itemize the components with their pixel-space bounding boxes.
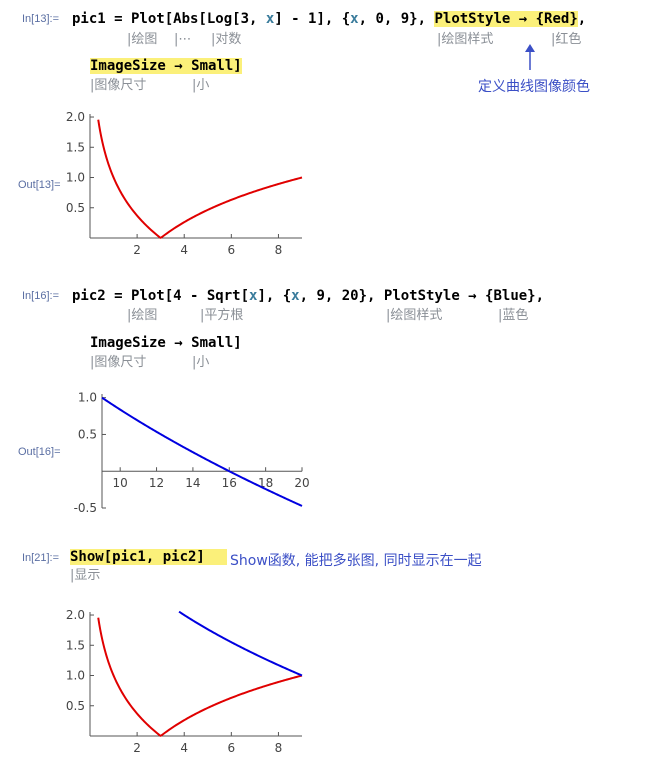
up-arrow-icon [525, 44, 535, 70]
x-tick-label: 8 [275, 243, 283, 256]
x-tick-label: 6 [228, 243, 236, 256]
plot-pic2[interactable]: 10 12 14 16 18 20-0.50.51.0 [62, 380, 312, 520]
gloss-small: |小 [192, 78, 210, 93]
input-label-21: In[21]:= [22, 552, 60, 564]
code-text: , 0, 9}, [358, 11, 435, 27]
y-tick-label: 1.0 [66, 171, 85, 185]
x-tick-label: 2 [133, 741, 141, 754]
code-line-imagesize-2[interactable]: ImageSize → Small] [90, 334, 242, 352]
x-tick-label: 16 [222, 476, 237, 490]
code-line-imagesize-1[interactable]: ImageSize → Small] [90, 57, 242, 75]
annotation-show: Show函数, 能把多张图, 同时显示在一起 [230, 553, 482, 569]
code-text: , 9, 20}, PlotStyle → {Blue}, [299, 288, 545, 304]
series-line-blue [101, 396, 303, 507]
y-tick-label: 2.0 [66, 110, 85, 124]
input-label-13: In[13]:= [22, 13, 60, 25]
y-tick-label: 1.0 [66, 669, 85, 683]
code-line-pic1[interactable]: pic1 = Plot[Abs[Log[3, x] - 1], {x, 0, 9… [72, 10, 586, 28]
code-variable: x [350, 11, 359, 27]
y-tick-label: 2.0 [66, 608, 85, 622]
code-line-show[interactable]: Show[pic1, pic2] [70, 548, 227, 566]
y-tick-label: 0.5 [78, 427, 97, 441]
annotation-color: 定义曲线图像颜色 [478, 79, 590, 95]
plotstyle-highlight: PlotStyle → {Red} [434, 11, 578, 27]
x-tick-label: 14 [185, 476, 200, 490]
x-tick-label: 2 [133, 243, 141, 256]
code-variable: x [249, 288, 258, 304]
gloss-plotstyle: |绘图样式 [437, 32, 494, 47]
y-tick-label: 1.5 [66, 140, 85, 154]
output-label-13: Out[13]= [18, 179, 61, 191]
x-tick-label: 20 [294, 476, 309, 490]
code-text: , [577, 11, 587, 27]
code-text: ] - 1], { [274, 11, 351, 27]
plot-show-combined[interactable]: 2 4 6 8 0.5 1.0 1.5 2.0 [62, 604, 312, 754]
gloss-sqrt: |平方根 [200, 308, 244, 323]
gloss-imagesize: |图像尺寸 [90, 78, 147, 93]
gloss-small: |小 [192, 355, 210, 370]
gloss-show: |显示 [70, 568, 101, 583]
code-text: pic1 = Plot[Abs[Log[3, [72, 11, 266, 27]
gloss-plotstyle: |绘图样式 [386, 308, 443, 323]
series-line-blue [178, 610, 303, 677]
x-tick-label: 8 [275, 741, 283, 754]
gloss-plot: |绘图 [127, 32, 158, 47]
y-tick-label: 0.5 [66, 699, 85, 713]
code-line-pic2[interactable]: pic2 = Plot[4 - Sqrt[x], {x, 9, 20}, Plo… [72, 287, 544, 305]
x-tick-label: 4 [180, 243, 188, 256]
code-variable: x [265, 11, 275, 27]
code-text: ImageSize → Small] [90, 335, 242, 351]
gloss-ellipsis: |⋯ [174, 32, 192, 47]
code-text: ], { [257, 288, 292, 304]
series-line-red [97, 617, 303, 737]
y-tick-label: -0.5 [74, 501, 97, 515]
output-label-16: Out[16]= [18, 446, 61, 458]
x-tick-label: 12 [149, 476, 164, 490]
x-tick-label: 6 [228, 741, 236, 754]
gloss-log: |对数 [211, 32, 242, 47]
imagesize-highlight: ImageSize → Small] [90, 58, 242, 74]
y-tick-label: 0.5 [66, 201, 85, 215]
gloss-blue: |蓝色 [498, 308, 529, 323]
plot-pic1[interactable]: 2 4 6 8 0.5 1.0 1.5 2.0 [62, 106, 312, 256]
input-label-16: In[16]:= [22, 290, 60, 302]
code-variable: x [291, 288, 300, 304]
y-tick-label: 1.0 [78, 391, 97, 405]
x-tick-label: 4 [180, 741, 188, 754]
y-tick-label: 1.5 [66, 638, 85, 652]
gloss-imagesize: |图像尺寸 [90, 355, 147, 370]
gloss-red: |红色 [551, 32, 582, 47]
series-line-red [97, 119, 303, 239]
show-highlight: Show[pic1, pic2] [70, 549, 227, 565]
gloss-plot: |绘图 [127, 308, 158, 323]
x-tick-label: 10 [113, 476, 128, 490]
code-text: pic2 = Plot[4 - Sqrt[ [72, 288, 250, 304]
